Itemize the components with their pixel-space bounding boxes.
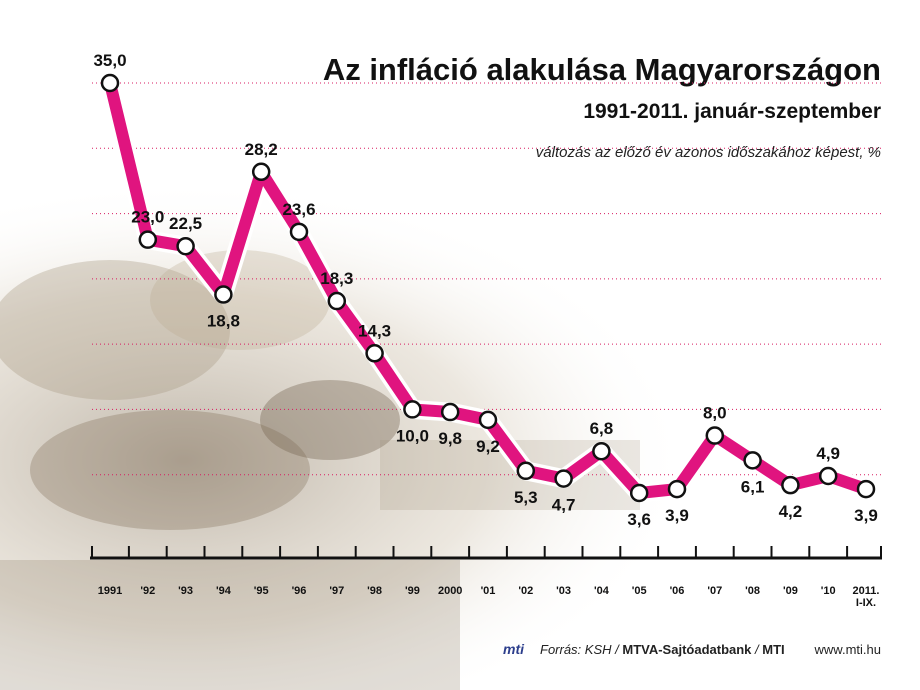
data-point <box>327 291 347 311</box>
x-tick-label: '97 <box>329 585 344 597</box>
data-label: 4,2 <box>779 502 803 521</box>
x-tick-label: '06 <box>670 585 685 597</box>
x-tick-label: '99 <box>405 585 420 597</box>
data-label: 23,0 <box>131 208 164 227</box>
data-point <box>214 285 233 304</box>
data-label: 28,2 <box>245 140 278 159</box>
chart-title: Az infláció alakulása Magyarországon <box>323 52 881 87</box>
data-point <box>403 400 422 419</box>
data-label: 8,0 <box>703 404 727 423</box>
x-tick-label: 2011. I-IX. <box>853 585 880 609</box>
data-label: 4,9 <box>816 444 840 463</box>
data-label: 18,8 <box>207 312 240 331</box>
data-label: 22,5 <box>169 214 202 233</box>
x-tick-label: '09 <box>783 585 798 597</box>
data-label: 5,3 <box>514 488 538 507</box>
data-label: 6,8 <box>590 419 614 438</box>
data-point <box>176 236 195 256</box>
data-label: 3,9 <box>854 506 878 525</box>
x-tick-label: '94 <box>216 585 232 597</box>
x-tick-label: '01 <box>481 585 496 597</box>
data-label: 14,3 <box>358 321 391 340</box>
x-tick-label: '93 <box>178 585 193 597</box>
x-tick-label: 2000 <box>438 585 462 597</box>
data-label: 4,7 <box>552 496 576 515</box>
website-link[interactable]: www.mti.hu <box>814 642 881 657</box>
unit-note: változás az előző év azonos időszakához … <box>536 144 881 161</box>
data-label: 23,6 <box>282 200 315 219</box>
data-label: 35,0 <box>93 51 126 70</box>
chart-subtitle: 1991-2011. január-szeptember <box>583 100 881 123</box>
series-markers <box>100 73 876 503</box>
data-point <box>478 410 498 430</box>
data-point <box>440 402 460 422</box>
x-tick-label: '08 <box>745 585 760 597</box>
mti-logo: mti <box>503 641 525 657</box>
data-point <box>251 162 271 182</box>
data-point <box>856 479 876 499</box>
data-point <box>818 466 838 486</box>
x-tick-label: '98 <box>367 585 382 597</box>
data-point <box>629 483 649 503</box>
data-point <box>138 230 158 249</box>
x-tick-label: '05 <box>632 585 647 597</box>
data-label: 3,6 <box>627 510 651 529</box>
data-point <box>705 426 725 445</box>
x-tick-label: '04 <box>594 585 610 597</box>
data-point <box>667 479 687 499</box>
x-tick-label: '96 <box>292 585 307 597</box>
data-label: 10,0 <box>396 426 429 445</box>
source-prefix: Forrás: KSH / <box>540 642 622 657</box>
data-point <box>743 451 762 470</box>
data-label: 3,9 <box>665 506 689 525</box>
data-label: 18,3 <box>320 269 353 288</box>
data-point <box>554 469 573 488</box>
source-bold-1: MTVA-Sajtóadatbank <box>622 642 752 657</box>
x-tick-label: 1991 <box>98 585 122 597</box>
x-tick-label: '92 <box>140 585 155 597</box>
data-point <box>289 222 309 242</box>
data-point <box>365 344 384 363</box>
data-label: 6,1 <box>741 477 765 496</box>
x-tick-label: '10 <box>821 585 836 597</box>
data-label: 9,2 <box>476 437 500 456</box>
x-tick-label: '02 <box>518 585 533 597</box>
data-label: 9,8 <box>438 429 462 448</box>
data-point <box>781 475 800 495</box>
data-point <box>100 73 120 93</box>
source-bold-2: MTI <box>762 642 784 657</box>
source-sep: / <box>751 642 762 657</box>
source-note: Forrás: KSH / MTVA-Sajtóadatbank / MTI <box>540 642 785 657</box>
data-labels: 35,0 23,0 22,5 18,8 28,2 23,6 18,3 14,3 10,0 9,8 9… <box>93 51 877 529</box>
data-point <box>516 461 536 481</box>
x-tick-label: '07 <box>707 585 722 597</box>
x-tick-label: '03 <box>556 585 571 597</box>
data-point <box>592 441 611 461</box>
x-tick-label: '95 <box>254 585 269 597</box>
x-axis: 1991 '92 '93 '94 '95 '96 '97 '98 '99 2000 '01 '02 '0… <box>90 546 882 609</box>
